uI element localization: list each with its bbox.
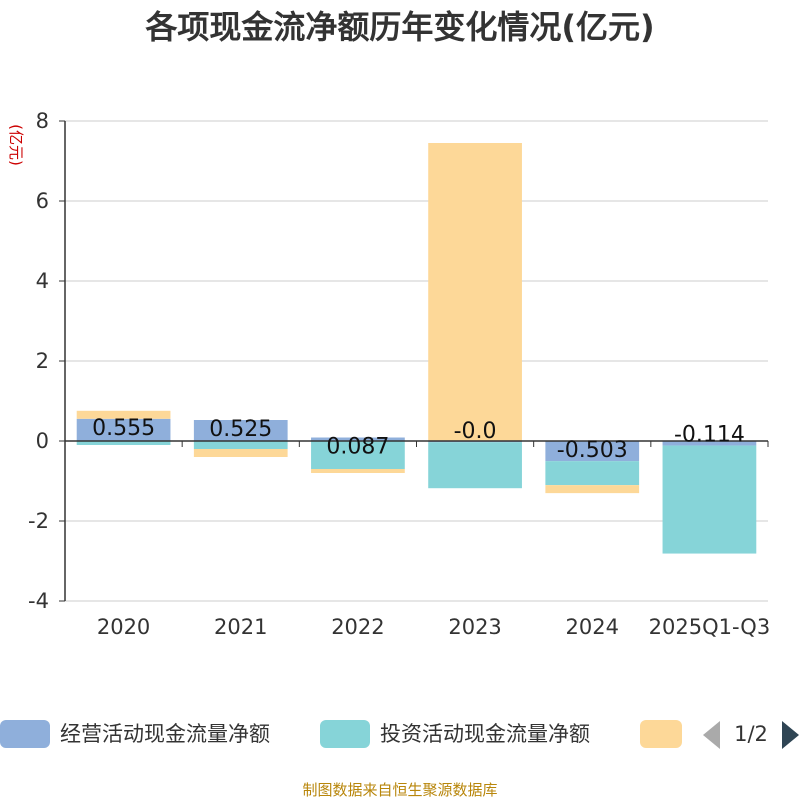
data-label-2025Q1-Q3: -0.114: [674, 423, 745, 448]
legend-prev-icon[interactable]: [703, 721, 720, 749]
y-tick-label: 8: [36, 109, 49, 133]
bar-series2-2022[interactable]: [311, 469, 405, 473]
legend-page-indicator: 1/2: [734, 722, 768, 746]
legend-pager: 1/2: [703, 721, 799, 749]
bar-series1-2024[interactable]: [545, 461, 640, 486]
legend-swatch-investing: [320, 720, 370, 748]
x-axis-ticks: 2020 2021 2022 2023 2024 2025Q1-Q3: [97, 441, 770, 639]
data-source-note: 制图数据来自恒生聚源数据库: [302, 781, 497, 799]
bar-series2-2023[interactable]: [428, 143, 522, 441]
y-tick-label: 6: [36, 189, 49, 213]
x-tick-label: 2024: [566, 615, 619, 639]
legend-item-investing[interactable]: 投资活动现金流量净额: [320, 720, 590, 748]
bars: [76, 143, 757, 554]
x-tick-label: 2023: [448, 615, 501, 639]
legend-label-investing: 投资活动现金流量净额: [380, 722, 590, 746]
legend-next-icon[interactable]: [782, 721, 799, 749]
bar-series1-2021[interactable]: [193, 441, 288, 449]
x-tick-label: 2020: [97, 615, 150, 639]
bar-series0-2024[interactable]: [545, 441, 640, 462]
bar-series1-2025Q1-Q3[interactable]: [662, 445, 757, 554]
legend-swatch-operating: [0, 720, 50, 748]
legend-label-operating: 经营活动现金流量净额: [60, 722, 270, 746]
bar-series0-2020[interactable]: [76, 418, 171, 441]
data-label-2023: -0.0: [454, 419, 497, 444]
data-label-2022: 0.087: [326, 435, 389, 460]
data-labels: 0.555 0.525 0.087 -0.0 -0.503 -0.114: [92, 416, 745, 463]
bar-series1-2022[interactable]: [311, 441, 405, 469]
y-tick-label: -4: [28, 589, 49, 613]
y-tick-label: -2: [28, 509, 49, 533]
bar-series0-2022[interactable]: [311, 437, 405, 441]
y-tick-label: 4: [36, 269, 49, 293]
bar-series2-2020[interactable]: [76, 410, 171, 419]
bar-series0-2025Q1-Q3[interactable]: [662, 441, 757, 446]
y-tick-label: 0: [36, 429, 49, 453]
bar-series0-2021[interactable]: [193, 420, 288, 441]
x-tick-label: 2022: [331, 615, 384, 639]
bar-series1-2023[interactable]: [428, 442, 522, 489]
y-axis-ticks: -4 -2 0 2 4 6 8: [28, 109, 65, 613]
bar-series2-2021[interactable]: [193, 449, 288, 457]
legend: 经营活动现金流量净额 投资活动现金流量净额 1/2: [0, 720, 799, 749]
data-label-2024: -0.503: [557, 438, 628, 463]
bar-series1-2020[interactable]: [76, 441, 171, 445]
x-tick-label: 2025Q1-Q3: [649, 615, 771, 639]
y-axis-unit: (亿元): [7, 124, 25, 166]
y-tick-label: 2: [36, 349, 49, 373]
chart-title: 各项现金流净额历年变化情况(亿元): [145, 8, 654, 46]
legend-item-third[interactable]: [640, 720, 682, 748]
data-label-2021: 0.525: [209, 417, 272, 442]
legend-item-operating[interactable]: 经营活动现金流量净额: [0, 720, 270, 748]
legend-swatch-third: [640, 720, 682, 748]
x-tick-label: 2021: [214, 615, 267, 639]
bar-series2-2024[interactable]: [545, 485, 640, 494]
data-label-2020: 0.555: [92, 416, 155, 441]
